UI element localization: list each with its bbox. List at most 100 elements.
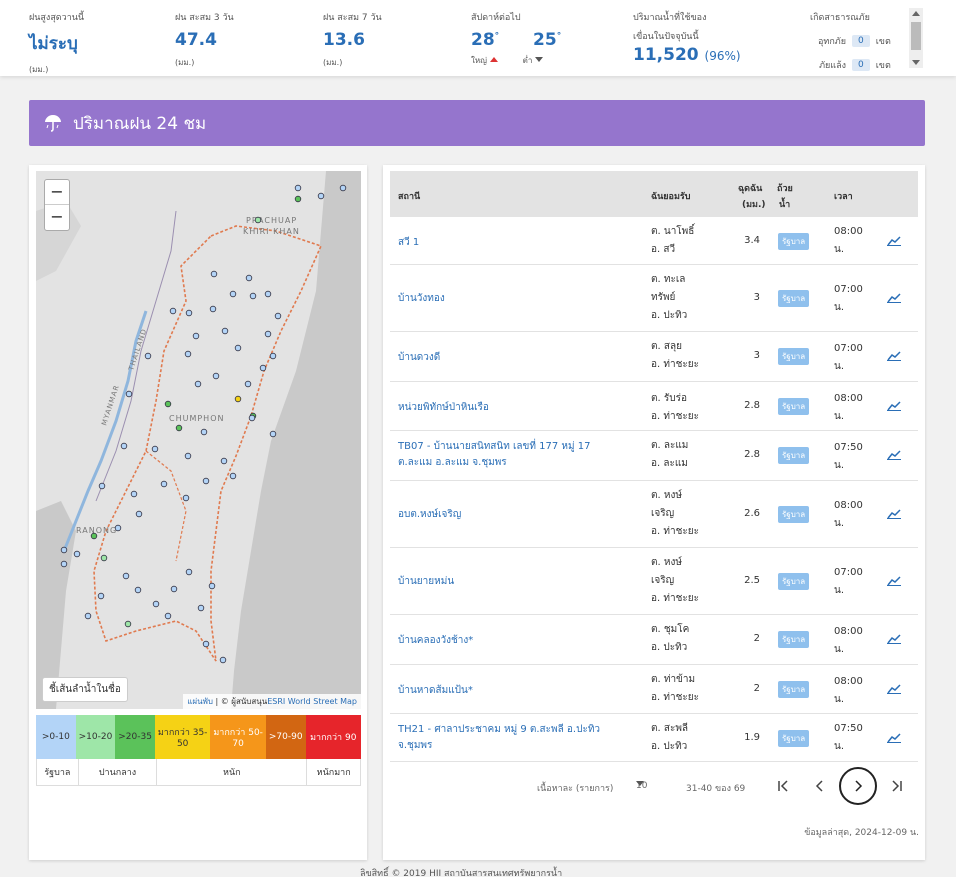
station-marker[interactable] <box>124 620 132 628</box>
station-marker[interactable] <box>185 568 193 576</box>
station-marker[interactable] <box>120 442 128 450</box>
line-chart-icon[interactable] <box>887 733 901 743</box>
station-marker[interactable] <box>234 395 242 403</box>
station-marker[interactable] <box>144 352 152 360</box>
header-time[interactable]: เวลา <box>834 192 853 202</box>
station-link[interactable]: หน่วยพิทักษ์ป่าหินเรือ <box>398 402 489 413</box>
station-link[interactable]: บ้านวังทอง <box>398 293 445 304</box>
station-marker[interactable] <box>73 550 81 558</box>
station-marker[interactable] <box>210 270 218 278</box>
table-row[interactable]: บ้านดวงดี ต. สลุย อ. ท่าชะยะ 3 รัฐบาล 07:00 … <box>390 332 918 382</box>
attribution-link-leaflet[interactable]: แผ่นพับ <box>187 697 213 706</box>
rain-map[interactable]: PRACHUAP KHIRI KHAN CHUMPHON RANONG MYAN… <box>36 171 361 709</box>
line-chart-icon[interactable] <box>887 450 901 460</box>
station-marker[interactable] <box>269 352 277 360</box>
station-marker[interactable] <box>248 414 256 422</box>
station-marker[interactable] <box>164 400 172 408</box>
station-marker[interactable] <box>125 390 133 398</box>
station-marker[interactable] <box>249 292 257 300</box>
flood-count-badge[interactable]: 0 <box>852 35 870 47</box>
station-marker[interactable] <box>202 477 210 485</box>
zoom-out-button[interactable]: − <box>50 207 64 226</box>
station-link[interactable]: บ้านยายหม่น <box>398 576 455 587</box>
station-marker[interactable] <box>294 184 302 192</box>
station-marker[interactable] <box>60 560 68 568</box>
next-page-button[interactable] <box>839 767 877 805</box>
station-marker[interactable] <box>98 482 106 490</box>
table-row[interactable]: TB07 - บ้านนายสนิทสนิท เลขที่ 177 หมู่ 1… <box>390 431 918 481</box>
scroll-down-icon[interactable] <box>912 60 920 65</box>
zoom-in-button[interactable]: − <box>45 180 69 205</box>
summary-scrollbar[interactable] <box>909 8 923 68</box>
line-chart-icon[interactable] <box>887 236 901 246</box>
river-names-button[interactable]: ชี้เส้นลำน้ำในชื่อ <box>42 677 128 702</box>
station-marker[interactable] <box>152 600 160 608</box>
station-link[interactable]: TH21 - ศาลาประชาคม หมู่ 9 ต.สะพลี อ.ปะทิ… <box>398 724 601 751</box>
line-chart-icon[interactable] <box>887 576 901 586</box>
table-row[interactable]: หน่วยพิทักษ์ป่าหินเรือ ต. รับร่อ อ. ท่าชะ… <box>390 382 918 431</box>
line-chart-icon[interactable] <box>887 351 901 361</box>
station-marker[interactable] <box>169 307 177 315</box>
station-marker[interactable] <box>194 380 202 388</box>
station-marker[interactable] <box>192 332 200 340</box>
station-marker[interactable] <box>212 372 220 380</box>
station-marker[interactable] <box>135 510 143 518</box>
station-markers[interactable] <box>60 184 347 664</box>
station-marker[interactable] <box>264 330 272 338</box>
station-marker[interactable] <box>317 192 325 200</box>
station-marker[interactable] <box>170 585 178 593</box>
table-row[interactable]: สวี 1 ต. นาโพธิ์ อ. สวี 3.4 รัฐบาล 08:00 น. <box>390 217 918 265</box>
station-marker[interactable] <box>274 312 282 320</box>
station-marker[interactable] <box>97 592 105 600</box>
station-marker[interactable] <box>197 604 205 612</box>
station-marker[interactable] <box>60 546 68 554</box>
last-page-button[interactable] <box>878 767 916 805</box>
header-rain[interactable]: ฉุดฉัน <box>738 184 763 194</box>
station-marker[interactable] <box>160 480 168 488</box>
drought-count-badge[interactable]: 0 <box>852 59 870 71</box>
station-marker[interactable] <box>114 524 122 532</box>
station-marker[interactable] <box>185 309 193 317</box>
table-row[interactable]: บ้านยายหม่น ต. หงษ์ เจริญ อ. ท่าชะยะ 2.5 รั… <box>390 548 918 615</box>
station-marker[interactable] <box>208 582 216 590</box>
station-marker[interactable] <box>221 327 229 335</box>
station-marker[interactable] <box>209 305 217 313</box>
station-marker[interactable] <box>182 494 190 502</box>
station-marker[interactable] <box>220 457 228 465</box>
station-marker[interactable] <box>202 640 210 648</box>
scroll-thumb[interactable] <box>911 22 921 50</box>
station-link[interactable]: บ้านหาดส้มแป้น* <box>398 685 473 696</box>
station-marker[interactable] <box>294 195 302 203</box>
station-link[interactable]: บ้านดวงดี <box>398 352 441 363</box>
station-marker[interactable] <box>134 586 142 594</box>
station-marker[interactable] <box>122 572 130 580</box>
station-marker[interactable] <box>244 380 252 388</box>
station-link[interactable]: สวี 1 <box>398 237 420 248</box>
header-water[interactable]: ถ้วย <box>777 184 793 194</box>
line-chart-icon[interactable] <box>887 401 901 411</box>
table-row[interactable]: บ้านวังทอง ต. ทะเล ทรัพย์ อ. ปะทิว 3 รัฐบาล… <box>390 265 918 332</box>
table-row[interactable]: บ้านหาดส้มแป้น* ต. ท่าข้าม อ. ท่าชะยะ 2 รัฐ… <box>390 665 918 714</box>
table-row[interactable]: TH21 - ศาลาประชาคม หมู่ 9 ต.สะพลี อ.ปะทิ… <box>390 714 918 762</box>
station-marker[interactable] <box>245 274 253 282</box>
station-link[interactable]: TB07 - บ้านนายสนิทสนิท เลขที่ 177 หมู่ 1… <box>398 441 591 468</box>
station-marker[interactable] <box>151 445 159 453</box>
station-marker[interactable] <box>84 612 92 620</box>
station-marker[interactable] <box>229 290 237 298</box>
station-marker[interactable] <box>164 612 172 620</box>
line-chart-icon[interactable] <box>887 293 901 303</box>
station-link[interactable]: บ้านคลองวังช้าง* <box>398 635 474 646</box>
station-marker[interactable] <box>264 290 272 298</box>
station-marker[interactable] <box>184 350 192 358</box>
station-marker[interactable] <box>234 344 242 352</box>
scroll-up-icon[interactable] <box>912 11 920 16</box>
table-row[interactable]: บ้านคลองวังช้าง* ต. ชุมโค อ. ปะทิว 2 รัฐบาล… <box>390 615 918 665</box>
station-marker[interactable] <box>254 216 262 224</box>
attribution-link-esri[interactable]: ESRI World Street Map <box>267 697 357 706</box>
station-marker[interactable] <box>100 554 108 562</box>
table-row[interactable]: อบต.หงษ์เจริญ ต. หงษ์ เจริญ อ. ท่าชะยะ 2.6… <box>390 481 918 548</box>
station-marker[interactable] <box>200 428 208 436</box>
map-canvas[interactable]: PRACHUAP KHIRI KHAN CHUMPHON RANONG MYAN… <box>36 171 361 709</box>
station-marker[interactable] <box>130 490 138 498</box>
zoom-control[interactable]: − − <box>44 179 70 231</box>
